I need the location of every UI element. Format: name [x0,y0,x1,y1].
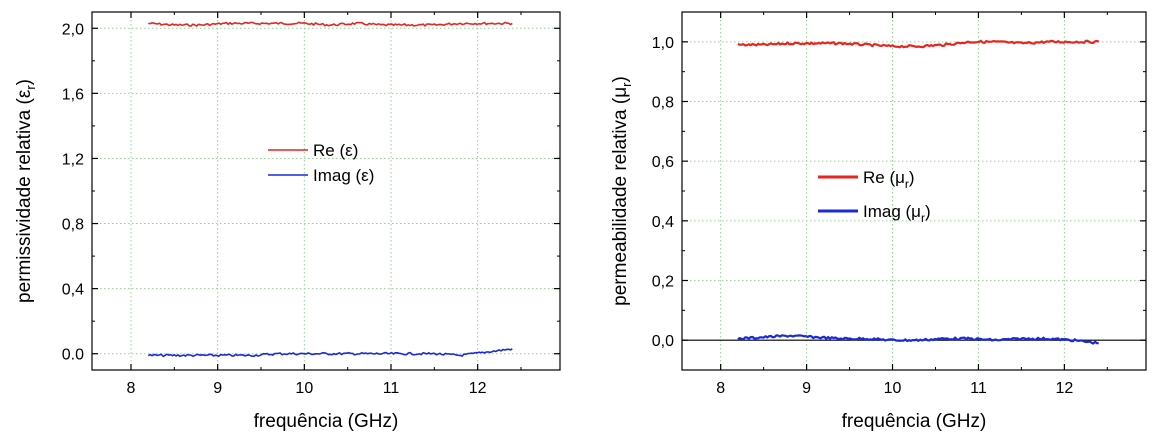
x-axis-label: frequência (GHz) [254,411,399,432]
chart-2: 8 9 10 11 12 0,0 0,2 0,4 0,6 0,8 1,0 frequência (GH… [610,11,1147,432]
y-tick-label: 0,6 [652,154,674,171]
series-line-imag [737,334,1099,345]
series-line-imag [147,348,513,358]
legend-label-imag: Imag (ε) [313,166,374,185]
chart-1: 8 9 10 11 12 0.0 0,4 0,8 1,2 1,6 2,0 frequência (GH… [14,11,561,432]
legend-label-re: Re (ε) [313,141,358,160]
y-tick-label: 0,4 [652,214,674,231]
x-tick-label: 12 [469,380,487,397]
y-tick-label: 0,2 [652,274,674,291]
x-tick-label: 9 [802,380,811,397]
y-tick-label: 0,4 [62,282,84,299]
x-tick-label: 10 [884,380,902,397]
legend-label-imag: Imag (μr) [863,202,931,225]
y-tick-label: 0,0 [652,333,674,350]
plot-frame [681,11,1147,371]
plot-frame [91,11,561,371]
series-line-re [148,21,513,27]
y-tick-label: 0.0 [62,347,84,364]
x-tick-label: 8 [716,380,725,397]
x-axis-label: frequência (GHz) [842,411,987,432]
x-tick-label: 12 [1055,380,1073,397]
y-tick-label: 0,8 [62,217,84,234]
y-tick-label: 1,0 [652,35,674,52]
y-tick-label: 1,2 [62,151,84,168]
x-tick-label: 9 [213,380,222,397]
y-tick-label: 1,6 [62,86,84,103]
x-tick-label: 11 [383,380,400,397]
x-tick-label: 10 [295,380,313,397]
y-tick-label: 0,8 [652,95,674,112]
y-axis-label: permissividade relativa (εr) [14,79,38,303]
x-tick-label: 8 [127,380,136,397]
x-tick-label: 11 [970,380,987,397]
series-line-re [737,39,1100,49]
y-axis-label: permeabilidade relativa (μr) [610,76,634,306]
legend-label-re: Re (μr) [863,168,915,191]
y-tick-label: 2,0 [62,21,84,38]
